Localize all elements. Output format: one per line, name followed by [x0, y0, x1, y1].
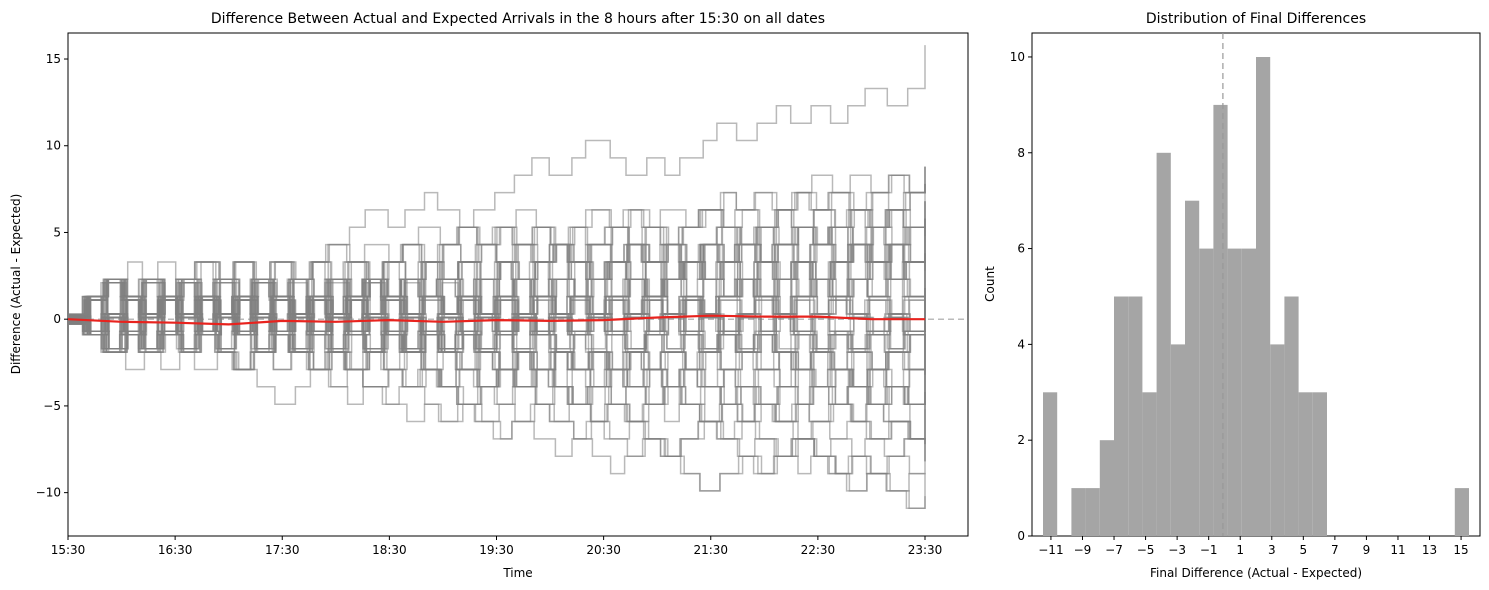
line-chart-plot-area	[68, 45, 968, 509]
histogram-bar	[1185, 200, 1200, 536]
histogram-bar	[1256, 57, 1271, 536]
histogram-bar	[1298, 392, 1313, 536]
histogram-bar	[1085, 488, 1100, 536]
x-tick-label: 13	[1422, 543, 1437, 557]
date-difference-path	[68, 166, 926, 324]
histogram-bar	[1114, 296, 1129, 536]
line-chart-y-ticks: −10 −5 0 5 10 15	[36, 52, 68, 500]
histogram-bar	[1227, 248, 1242, 536]
x-tick-label: −7	[1105, 543, 1123, 557]
x-tick-label: 21:30	[693, 543, 728, 557]
x-tick-label: 5	[1300, 543, 1308, 557]
x-tick-label: 15	[1453, 543, 1468, 557]
y-tick-label: 10	[1010, 50, 1025, 64]
x-tick-label: −11	[1038, 543, 1063, 557]
y-tick-label: 4	[1017, 337, 1025, 351]
histogram-plot-area	[1043, 33, 1469, 537]
x-tick-label: 3	[1268, 543, 1276, 557]
date-difference-path	[68, 174, 926, 333]
histogram-bar	[1170, 344, 1185, 536]
line-chart-frame	[67, 32, 969, 537]
y-tick-label: −10	[36, 486, 61, 500]
x-tick-label: 17:30	[265, 543, 300, 557]
mean-difference-line	[68, 314, 925, 326]
histogram-bar	[1043, 392, 1058, 536]
date-difference-path	[68, 45, 926, 333]
x-tick-label: 23:30	[908, 543, 943, 557]
histogram-x-axis-label: Final Difference (Actual - Expected)	[1150, 566, 1362, 580]
x-tick-label: 11	[1390, 543, 1405, 557]
histogram-bar	[1142, 392, 1157, 536]
x-tick-label: 19:30	[479, 543, 514, 557]
x-tick-label: −9	[1074, 543, 1092, 557]
x-tick-label: 7	[1331, 543, 1339, 557]
y-tick-label: 5	[53, 225, 61, 239]
x-tick-label: 18:30	[372, 543, 407, 557]
x-tick-label: −5	[1137, 543, 1155, 557]
y-tick-label: 6	[1017, 242, 1025, 256]
histogram-bar	[1241, 248, 1256, 536]
x-tick-label: 16:30	[158, 543, 193, 557]
line-chart-panel: Difference Between Actual and Expected A…	[9, 11, 969, 580]
histogram-bar	[1284, 296, 1299, 536]
x-tick-label: 15:30	[51, 543, 86, 557]
x-tick-label: −3	[1168, 543, 1186, 557]
y-tick-label: 0	[1017, 529, 1025, 543]
y-tick-label: −5	[43, 399, 61, 413]
line-chart-x-axis-label: Time	[502, 566, 532, 580]
histogram-y-axis-label: Count	[983, 266, 997, 302]
x-tick-label: 20:30	[586, 543, 621, 557]
x-tick-label: 1	[1236, 543, 1244, 557]
x-tick-label: −1	[1200, 543, 1218, 557]
line-chart-title: Difference Between Actual and Expected A…	[211, 11, 825, 27]
histogram-bar	[1071, 488, 1086, 536]
histogram-bar	[1199, 248, 1214, 536]
histogram-bar	[1099, 440, 1114, 536]
x-tick-label: 22:30	[801, 543, 836, 557]
histogram-bar	[1156, 152, 1171, 537]
y-tick-label: 8	[1017, 146, 1025, 160]
histogram-y-ticks: 0 2 4 6 8 10	[1010, 50, 1032, 543]
histogram-title: Distribution of Final Differences	[1146, 11, 1366, 27]
y-tick-label: 2	[1017, 433, 1025, 447]
histogram-bar	[1128, 296, 1143, 536]
y-tick-label: 0	[53, 312, 61, 326]
y-tick-label: 15	[46, 52, 61, 66]
line-chart-y-axis-label: Difference (Actual - Expected)	[9, 194, 23, 375]
histogram-x-ticks: −11 −9 −7 −5 −3 −1 1 3 5 7 9 11 13 15	[1038, 536, 1469, 557]
histogram-bar	[1270, 344, 1285, 536]
x-tick-label: 9	[1363, 543, 1371, 557]
line-chart-x-ticks: 15:30 16:30 17:30 18:30 19:30 20:30 21:30 22:30…	[51, 536, 943, 557]
histogram-bar	[1312, 392, 1327, 536]
histogram-bar	[1454, 488, 1469, 536]
histogram-panel: Distribution of Final Differences Final …	[983, 11, 1481, 580]
y-tick-label: 10	[46, 139, 61, 153]
histogram-bar	[1213, 104, 1228, 537]
